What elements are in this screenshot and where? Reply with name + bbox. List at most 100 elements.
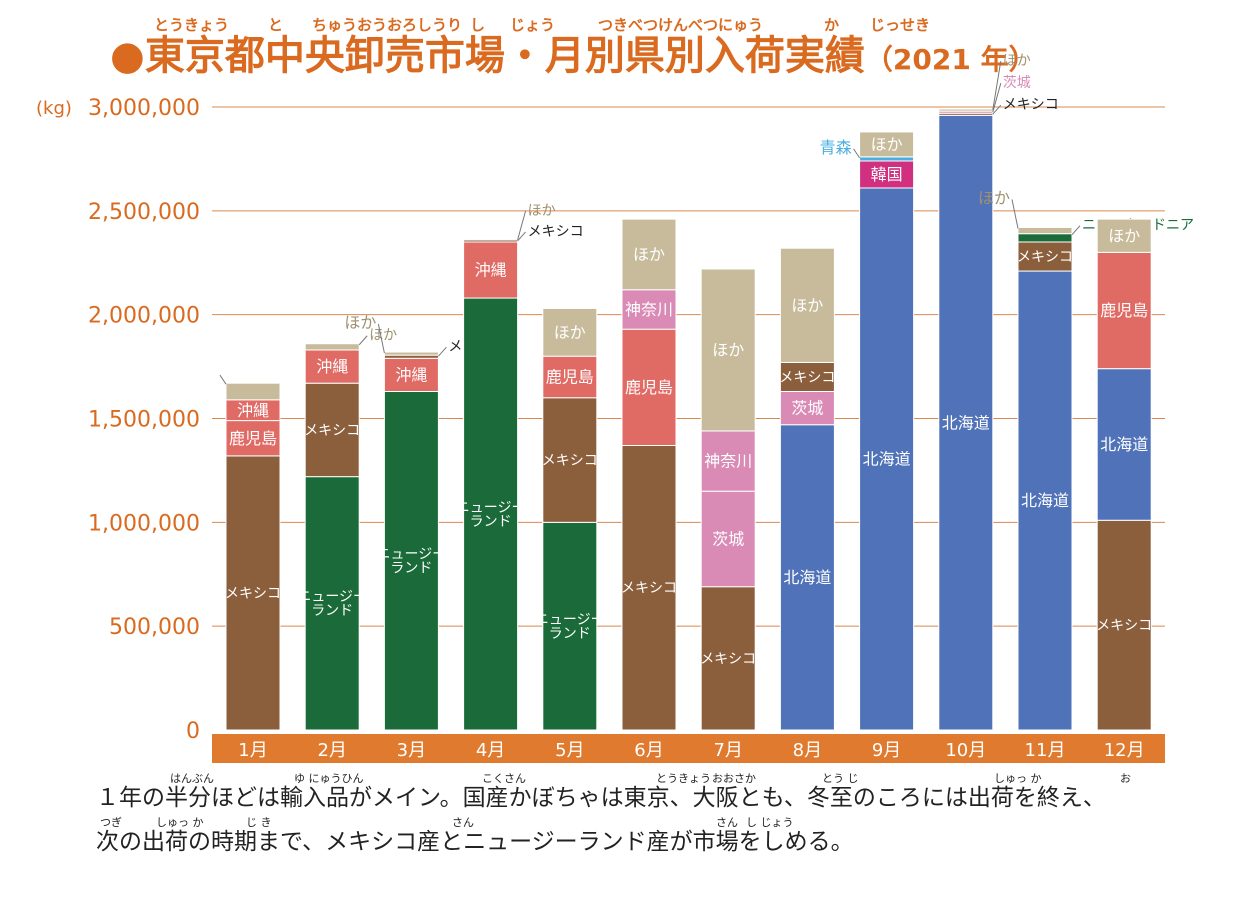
bar-segment — [700, 268, 756, 432]
ruby-shukka2: しゅっ か — [156, 816, 204, 829]
segment-label: メキシコ — [542, 453, 598, 469]
bar-segment — [859, 187, 915, 731]
description-ruby-1: はんぶん ゆ にゅうひん こくさん とうきょう おおさか とう じ しゅっ か … — [96, 768, 1176, 785]
segment-label: ニュージー — [377, 547, 447, 563]
segment-label: ほか — [791, 296, 823, 315]
title-ruby: とうきょう と ちゅうおうおろしうり し じょう つきべつけんべつにゅう か じ… — [110, 14, 1140, 34]
segment-label: ほか — [712, 341, 744, 360]
segment-label: ほか — [1108, 226, 1140, 245]
outside-label: メキシコ — [1003, 97, 1059, 113]
bar-segment — [779, 391, 835, 426]
bar-segment — [225, 455, 281, 731]
segment-label: メキシコ — [700, 651, 756, 667]
segment-label: ランド — [390, 561, 432, 577]
segment-label: ニュージー — [535, 612, 605, 628]
y-tick-label: 0 — [186, 719, 200, 744]
ruby-jisseki: じっせき — [870, 16, 931, 34]
leader-line — [517, 210, 527, 241]
segment-label: 北海道 — [863, 450, 911, 469]
bar-segment — [700, 430, 756, 492]
bar-segment — [938, 108, 994, 112]
bar-segment — [225, 420, 281, 457]
title-main: 東京都中央卸売市場・月別県別入荷実績 — [144, 33, 865, 79]
ruby-chuuou: ちゅうおうおろしうり — [312, 16, 463, 34]
segment-label: ほか — [633, 245, 665, 264]
segment-label: メキシコ — [621, 581, 677, 597]
leader-line — [992, 104, 1002, 115]
bar-segment — [779, 424, 835, 731]
bar-segment — [779, 361, 835, 393]
segment-label: 北海道 — [783, 568, 831, 587]
description: はんぶん ゆ にゅうひん こくさん とうきょう おおさか とう じ しゅっ か … — [96, 768, 1176, 856]
bar-segment — [463, 297, 519, 731]
ruby-san1: さん — [452, 816, 474, 829]
segment-label: メキシコ — [304, 423, 360, 439]
ruby-shijou: し じょう — [746, 816, 794, 829]
x-tick-label: 2月 — [317, 740, 346, 761]
y-tick-label: 2,000,000 — [88, 304, 200, 329]
bar-segment — [304, 343, 360, 351]
bar-segment — [383, 357, 439, 393]
leader-line — [438, 346, 447, 357]
bar-segment — [700, 490, 756, 588]
x-tick-label: 5月 — [555, 740, 584, 761]
segment-label: メキシコ — [225, 586, 281, 602]
bar-segment — [383, 351, 439, 356]
ruby-touji: とう じ — [822, 772, 859, 785]
segment-label: ランド — [311, 603, 353, 619]
bar-segment — [621, 218, 677, 291]
description-line-2: 次の出荷の時期まで、メキシコ産とニュージーランド産が市場をしめる。 — [96, 829, 854, 855]
bar-segment — [542, 355, 598, 399]
bar-segment — [1096, 218, 1152, 253]
segment-label: ランド — [470, 514, 512, 530]
title-year: （2021 年） — [864, 43, 1037, 76]
bar-segment — [225, 382, 281, 401]
outside-label: ほか — [369, 328, 397, 344]
x-tick-label: 12月 — [1104, 740, 1145, 761]
segment-label: ニュージー — [297, 589, 367, 605]
leader-line — [219, 374, 227, 385]
bar-segment — [859, 131, 915, 158]
segment-label: ほか — [871, 135, 903, 154]
x-tick-label: 11月 — [1025, 740, 1066, 761]
segment-label: 鹿児島 — [546, 368, 594, 387]
ruby-toukyou: とうきょう — [154, 16, 230, 34]
segment-label: ランド — [549, 626, 591, 642]
x-tick-label: 9月 — [872, 740, 901, 761]
bar-segment — [542, 307, 598, 357]
segment-label: 沖縄 — [395, 365, 427, 384]
bar-segment — [859, 160, 915, 189]
leader-line — [358, 335, 368, 346]
ruby-oosaka: おおさか — [712, 772, 756, 785]
segment-label: ほか — [554, 323, 586, 342]
bar-segment — [938, 114, 994, 731]
outside-label: ほか — [978, 188, 1010, 207]
x-tick-label: 7月 — [713, 740, 742, 761]
segment-label: 茨城 — [791, 399, 823, 418]
bar-segment — [859, 156, 915, 162]
ruby-kokusan: こくさん — [482, 772, 526, 785]
outside-label: メキシコ — [528, 224, 584, 240]
chart-title-block: とうきょう と ちゅうおうおろしうり し じょう つきべつけんべつにゅう か じ… — [110, 14, 1140, 82]
bar-segment — [542, 521, 598, 731]
bar-segment — [463, 238, 519, 241]
outside-label: ほか — [186, 364, 218, 383]
ruby-ka: か — [824, 16, 840, 34]
y-tick-label: 500,000 — [109, 615, 200, 640]
segment-label: 鹿児島 — [1100, 301, 1148, 320]
ruby-o: お — [1120, 772, 1131, 785]
outside-label: 青森 — [820, 138, 852, 157]
outside-label: 茨城 — [1003, 75, 1031, 91]
leader-line — [517, 231, 526, 242]
bar-segment — [1017, 270, 1073, 731]
bar-segment — [779, 247, 835, 363]
ruby-jiki: じ き — [246, 816, 272, 829]
bar-segment — [1096, 368, 1152, 521]
segment-label: 茨城 — [712, 530, 744, 549]
x-tick-label: 6月 — [634, 740, 663, 761]
segment-label: 韓国 — [871, 165, 903, 184]
segment-label: 沖縄 — [316, 357, 348, 376]
segment-label: 鹿児島 — [229, 429, 277, 448]
x-tick-label: 3月 — [397, 740, 426, 761]
bar-segment — [304, 349, 360, 384]
